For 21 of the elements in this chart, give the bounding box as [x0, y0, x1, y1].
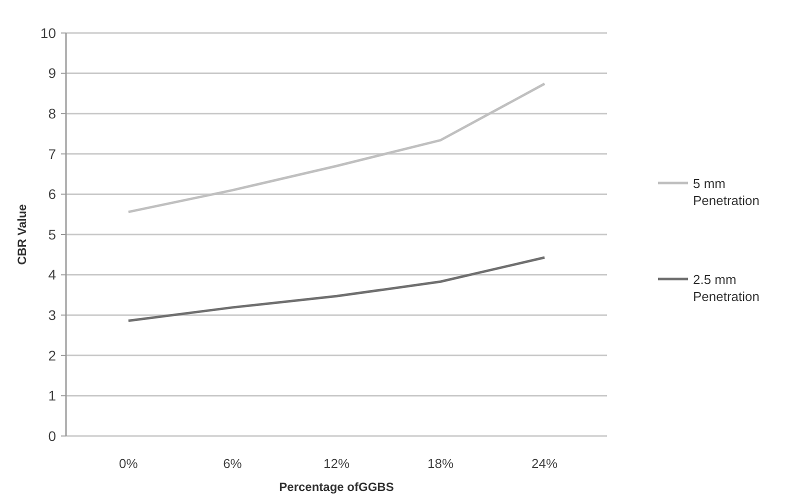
y-tick-label: 6 — [48, 186, 56, 202]
x-tick-label: 24% — [532, 456, 558, 471]
y-tick-label: 8 — [48, 106, 56, 122]
x-tick-label: 6% — [223, 456, 242, 471]
y-axis-title: CBR Value — [15, 204, 29, 265]
y-tick-label: 1 — [48, 388, 56, 404]
y-tick-label: 2 — [48, 347, 56, 364]
y-tick-label: 4 — [48, 266, 56, 283]
y-tick-label: 10 — [40, 24, 56, 41]
y-tick-label: 7 — [48, 146, 56, 162]
y-tick-label: 9 — [48, 65, 56, 82]
x-tick-label: 18% — [428, 456, 454, 471]
y-tick-label: 3 — [48, 307, 56, 323]
x-tick-label: 0% — [119, 456, 138, 471]
x-axis-title: Percentage ofGGBS — [279, 480, 394, 494]
legend-label: 5 mm Penetration — [693, 176, 760, 208]
line-series — [127, 256, 546, 322]
legend-label: 2.5 mm Penetration — [693, 272, 760, 304]
y-tick-label: 0 — [48, 428, 56, 444]
y-tick-label: 5 — [48, 226, 56, 242]
x-tick-label: 12% — [323, 456, 350, 471]
